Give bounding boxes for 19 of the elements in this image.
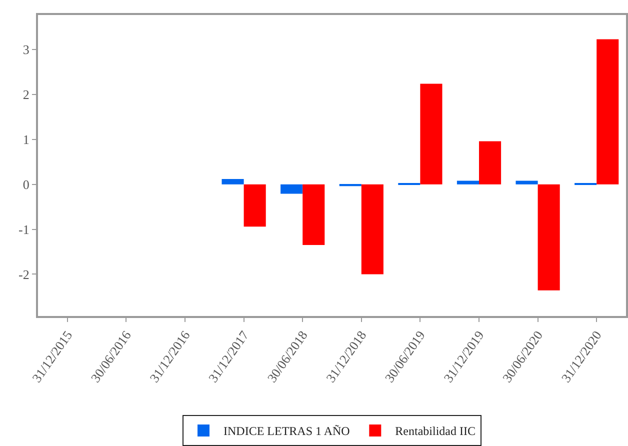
bar	[222, 178, 244, 184]
bar	[244, 184, 266, 227]
y-tick-label: 0	[22, 176, 30, 192]
legend-label: Rentabilidad IIC	[395, 424, 476, 438]
bar	[280, 184, 303, 194]
bar	[516, 180, 538, 184]
y-tick-label: 2	[22, 87, 30, 102]
legend-label: INDICE LETRAS 1 AÑO	[224, 424, 350, 438]
bar	[456, 180, 479, 184]
bar	[420, 84, 442, 184]
y-tick-label: -1	[18, 222, 30, 237]
bar	[302, 184, 325, 246]
bar	[479, 141, 502, 184]
bar	[538, 184, 560, 290]
bar	[596, 39, 619, 184]
y-tick-label: 1	[22, 132, 30, 147]
y-tick-label: -2	[18, 266, 30, 282]
y-tick-label: 3	[22, 42, 30, 58]
bar	[361, 184, 384, 274]
